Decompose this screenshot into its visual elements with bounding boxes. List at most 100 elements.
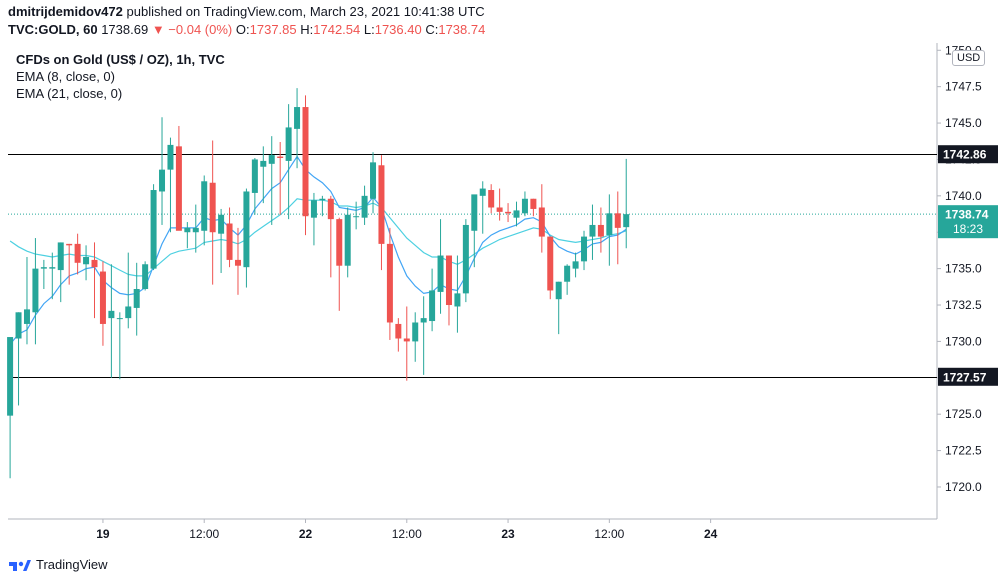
candle-body <box>218 214 225 234</box>
price-line-label: 1742.86 <box>943 148 987 162</box>
candle-body <box>302 107 309 217</box>
published-text: published on TradingView.com, March 23, … <box>126 4 485 19</box>
candle-body <box>429 290 436 322</box>
candle-body <box>614 213 621 228</box>
candle-body <box>167 144 174 170</box>
candle-body <box>505 211 512 214</box>
high-label: H: <box>300 22 314 37</box>
candle-body <box>234 259 241 266</box>
symbol-label: TVC:GOLD, 60 <box>8 22 98 37</box>
price-line-label-box <box>938 145 998 164</box>
candle-body <box>496 207 503 212</box>
candle-body <box>74 243 81 263</box>
candle-body <box>251 159 258 193</box>
currency-label[interactable]: USD <box>952 50 986 66</box>
candle-body <box>32 268 39 313</box>
high-value: 1742.54 <box>313 22 361 37</box>
y-tick-label: 1747.5 <box>945 80 982 94</box>
candle-body <box>142 264 149 290</box>
candle-body <box>606 213 613 236</box>
candle-body <box>319 198 326 201</box>
tradingview-logo-icon <box>9 559 31 571</box>
candle-body <box>57 242 64 271</box>
x-tick-label: 12:00 <box>594 527 624 541</box>
x-tick-label: 19 <box>96 527 110 541</box>
ohlc-line: TVC:GOLD, 60 1738.69 ▼ −0.04 (0%) O:1737… <box>8 22 485 37</box>
y-tick-label: 1730.0 <box>945 334 982 348</box>
footer-brand[interactable]: TradingView <box>8 557 108 572</box>
publisher-name[interactable]: dmitrijdemidov472 <box>8 4 123 19</box>
legend-ema-slow[interactable]: EMA (21, close, 0) <box>16 86 123 101</box>
candle-body <box>623 214 630 228</box>
candle-body <box>125 306 132 319</box>
low-label: L: <box>363 22 375 37</box>
candle-body <box>471 194 478 231</box>
ema-fast-line <box>9 155 627 345</box>
candle-body <box>454 293 461 307</box>
candle-body <box>572 261 579 269</box>
price-line-label-box <box>938 367 998 386</box>
candle-body <box>555 281 562 300</box>
candle-body <box>597 224 604 237</box>
candle-body <box>420 318 427 323</box>
candle-body <box>370 162 377 199</box>
candle-body <box>184 227 191 233</box>
candle-body <box>49 267 56 269</box>
candle-body <box>175 146 182 231</box>
open-label: O: <box>235 22 250 37</box>
candle-body <box>521 198 528 214</box>
candle-body <box>336 219 343 266</box>
candle-body <box>226 223 233 260</box>
open-value: 1737.85 <box>249 22 297 37</box>
candle-body <box>403 338 410 342</box>
candle-body <box>581 236 588 262</box>
y-tick-label: 1732.5 <box>945 298 982 312</box>
candle-body <box>159 169 166 192</box>
candle-body <box>488 190 495 208</box>
candle-body <box>564 265 571 282</box>
candle-body <box>116 318 123 320</box>
candle-body <box>378 165 385 244</box>
ema-slow-line <box>9 198 627 277</box>
x-tick-label: 24 <box>704 527 718 541</box>
candle-body <box>133 289 140 308</box>
candle-body <box>260 160 267 167</box>
y-tick-label: 1745.0 <box>945 116 982 130</box>
candle-body <box>589 224 596 237</box>
x-tick-label: 22 <box>299 527 313 541</box>
bar-countdown-label: 18:23 <box>953 222 983 236</box>
candle-body <box>108 310 115 319</box>
candle-body <box>530 198 537 209</box>
candle-body <box>513 210 520 218</box>
candle-body <box>40 267 47 269</box>
candle-body <box>538 207 545 237</box>
candle-body <box>209 182 216 233</box>
y-tick-label: 1722.5 <box>945 444 982 458</box>
candle-body <box>83 256 90 265</box>
candle-body <box>99 271 106 324</box>
legend-ema-fast[interactable]: EMA (8, close, 0) <box>16 69 115 84</box>
candle-body <box>386 243 393 323</box>
close-label: C: <box>425 22 439 37</box>
candle-body <box>243 191 250 268</box>
close-value: 1738.74 <box>438 22 486 37</box>
x-tick-label: 23 <box>501 527 515 541</box>
x-tick-label: 12:00 <box>392 527 422 541</box>
last-price-label: 1738.74 <box>945 208 989 222</box>
candle-body <box>437 255 444 292</box>
change-value: ▼ −0.04 (0%) <box>151 22 233 37</box>
candle-body <box>66 243 73 246</box>
candle-body <box>327 198 334 220</box>
last-price-label-box <box>938 205 998 239</box>
candle-body <box>479 188 486 196</box>
low-value: 1736.40 <box>374 22 422 37</box>
candle-body <box>277 156 284 158</box>
candle-body <box>23 309 30 324</box>
candle-body <box>15 312 22 339</box>
y-tick-label: 1735.0 <box>945 262 982 276</box>
legend-title: CFDs on Gold (US$ / OZ), 1h, TVC <box>16 52 225 67</box>
y-tick-label: 1725.0 <box>945 407 982 421</box>
candle-body <box>285 127 292 161</box>
price-line-label: 1727.57 <box>943 370 987 384</box>
